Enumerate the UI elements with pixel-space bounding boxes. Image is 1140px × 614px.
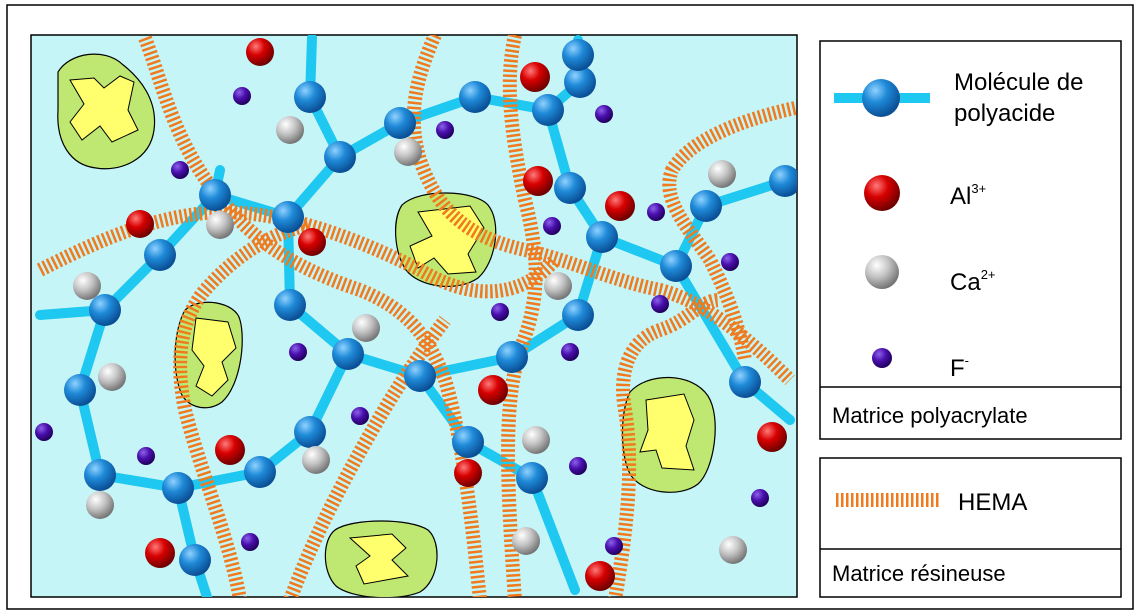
fluoride-ions bbox=[35, 87, 769, 555]
legend-hema-label: HEMA bbox=[958, 489, 1027, 516]
calcium-ions bbox=[73, 116, 747, 564]
legend-al-base: Al bbox=[950, 183, 971, 210]
polyacid-beads bbox=[64, 39, 797, 576]
legend-matrix-resin: Matrice résineuse bbox=[832, 561, 1006, 586]
legend-molecule-label-2: polyacide bbox=[954, 100, 1055, 127]
glass-particle bbox=[57, 53, 156, 170]
legend-al-superscript: 3+ bbox=[971, 181, 986, 196]
polyacid-molecule-icon bbox=[834, 79, 930, 117]
calcium-ion-icon bbox=[865, 255, 899, 289]
aluminium-ion-icon bbox=[864, 175, 900, 211]
legend-calcium-label: Ca2+ bbox=[950, 267, 996, 296]
legend-aluminium-label: Al3+ bbox=[950, 181, 986, 210]
fluoride-ion-icon bbox=[872, 348, 892, 368]
legend-fluoride-label: F- bbox=[950, 353, 969, 382]
glass-particle bbox=[395, 192, 497, 288]
glass-particle bbox=[324, 520, 438, 597]
legend-ca-base: Ca bbox=[950, 269, 981, 296]
legend-ca-superscript: 2+ bbox=[981, 267, 996, 282]
glass-particle bbox=[621, 376, 716, 493]
legend-box-resin bbox=[819, 457, 1122, 598]
legend-f-superscript: - bbox=[965, 353, 969, 368]
aluminium-ions bbox=[126, 38, 787, 591]
legend-f-base: F bbox=[950, 355, 965, 382]
legend-matrix-polyacrylate: Matrice polyacrylate bbox=[832, 403, 1028, 428]
legend-molecule-label-1: Molécule de bbox=[954, 69, 1083, 96]
